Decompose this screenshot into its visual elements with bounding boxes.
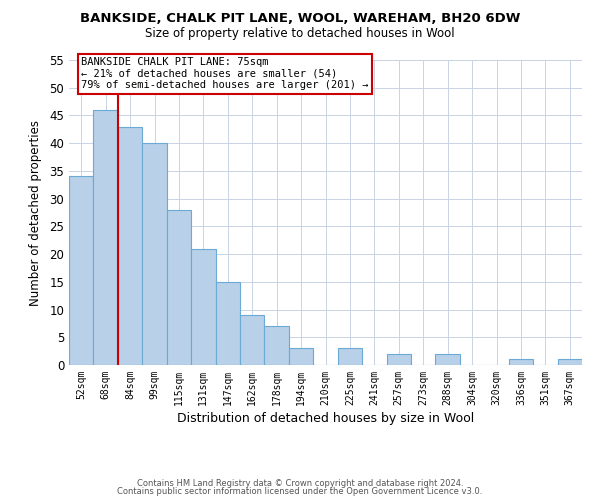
Text: Contains HM Land Registry data © Crown copyright and database right 2024.: Contains HM Land Registry data © Crown c… <box>137 478 463 488</box>
Bar <box>338 348 362 365</box>
Bar <box>240 315 265 365</box>
Bar <box>557 360 582 365</box>
Bar <box>509 360 533 365</box>
Text: BANKSIDE, CHALK PIT LANE, WOOL, WAREHAM, BH20 6DW: BANKSIDE, CHALK PIT LANE, WOOL, WAREHAM,… <box>80 12 520 26</box>
Text: Size of property relative to detached houses in Wool: Size of property relative to detached ho… <box>145 28 455 40</box>
Bar <box>94 110 118 365</box>
Bar <box>69 176 94 365</box>
Bar <box>436 354 460 365</box>
Bar <box>215 282 240 365</box>
Bar <box>142 143 167 365</box>
Bar <box>386 354 411 365</box>
Y-axis label: Number of detached properties: Number of detached properties <box>29 120 43 306</box>
Bar <box>289 348 313 365</box>
Bar <box>118 126 142 365</box>
Bar <box>265 326 289 365</box>
Text: BANKSIDE CHALK PIT LANE: 75sqm
← 21% of detached houses are smaller (54)
79% of : BANKSIDE CHALK PIT LANE: 75sqm ← 21% of … <box>81 57 369 90</box>
Bar <box>191 248 215 365</box>
X-axis label: Distribution of detached houses by size in Wool: Distribution of detached houses by size … <box>177 412 474 425</box>
Text: Contains public sector information licensed under the Open Government Licence v3: Contains public sector information licen… <box>118 487 482 496</box>
Bar <box>167 210 191 365</box>
